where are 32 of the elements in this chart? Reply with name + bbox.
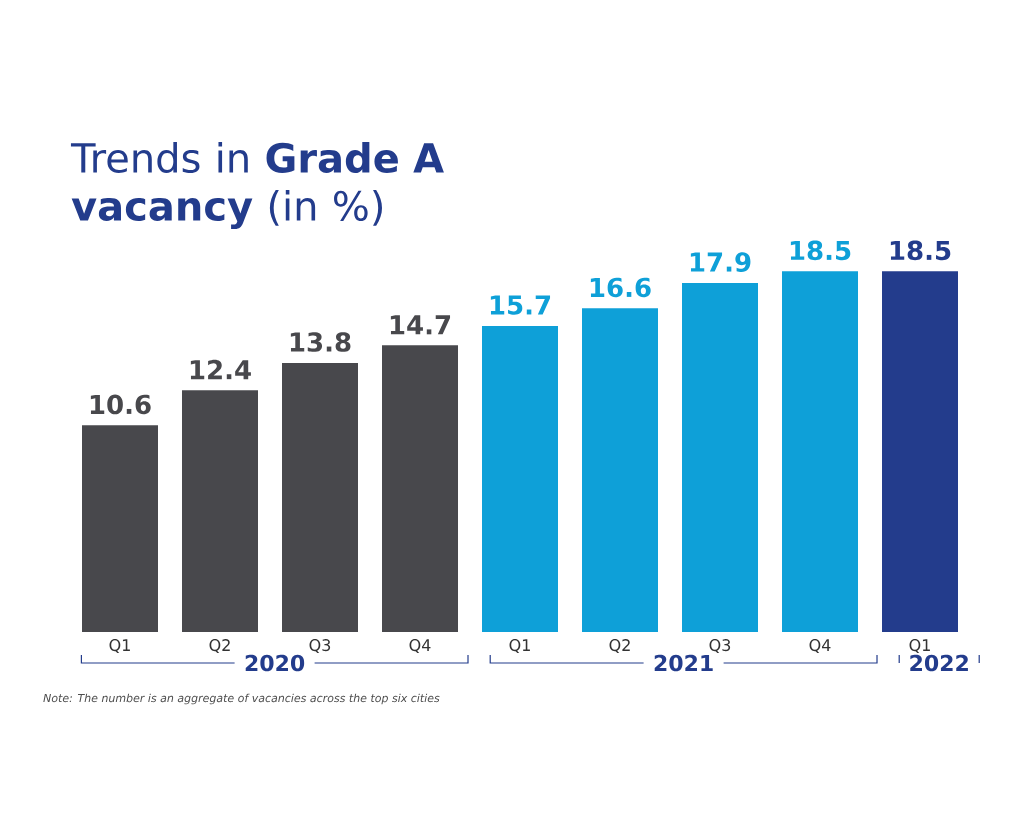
bar bbox=[682, 282, 759, 632]
x-tick-label: Q4 bbox=[409, 639, 431, 654]
bar bbox=[382, 345, 459, 632]
data-label: 18.5 bbox=[890, 240, 951, 261]
x-tick-label: Q1 bbox=[909, 639, 930, 654]
data-label: 15.7 bbox=[490, 295, 551, 315]
data-label: 14.7 bbox=[390, 315, 451, 335]
data-label: 17.9 bbox=[690, 252, 751, 272]
text: 2022 bbox=[910, 654, 968, 672]
bar bbox=[182, 390, 258, 632]
data-label: 18.5 bbox=[790, 240, 851, 261]
bar bbox=[782, 271, 859, 632]
x-tick-label: Q2 bbox=[609, 639, 630, 654]
bar bbox=[482, 325, 558, 632]
data-label: 16.6 bbox=[590, 277, 651, 298]
text: 2020 bbox=[245, 654, 305, 672]
x-tick-label: Q1 bbox=[509, 639, 530, 654]
x-tick-label: Q1 bbox=[109, 639, 130, 654]
text: 2021 bbox=[654, 654, 713, 672]
x-tick-label: Q3 bbox=[309, 639, 331, 654]
bar bbox=[282, 362, 358, 632]
data-label: 13.8 bbox=[290, 332, 351, 352]
x-tick-label: Q2 bbox=[209, 639, 230, 654]
data-label: 10.6 bbox=[90, 394, 151, 415]
data-label: 12.4 bbox=[190, 359, 251, 380]
x-tick-label: Q4 bbox=[809, 639, 831, 654]
bar bbox=[82, 425, 158, 632]
text: Note: The number is an aggregate of vacancies across the top six cities bbox=[43, 693, 440, 705]
chart-title: Trends in Grade A vacancy (in %) bbox=[70, 142, 444, 230]
bar bbox=[882, 271, 958, 632]
bar bbox=[582, 308, 658, 632]
x-tick-label: Q3 bbox=[709, 639, 731, 654]
